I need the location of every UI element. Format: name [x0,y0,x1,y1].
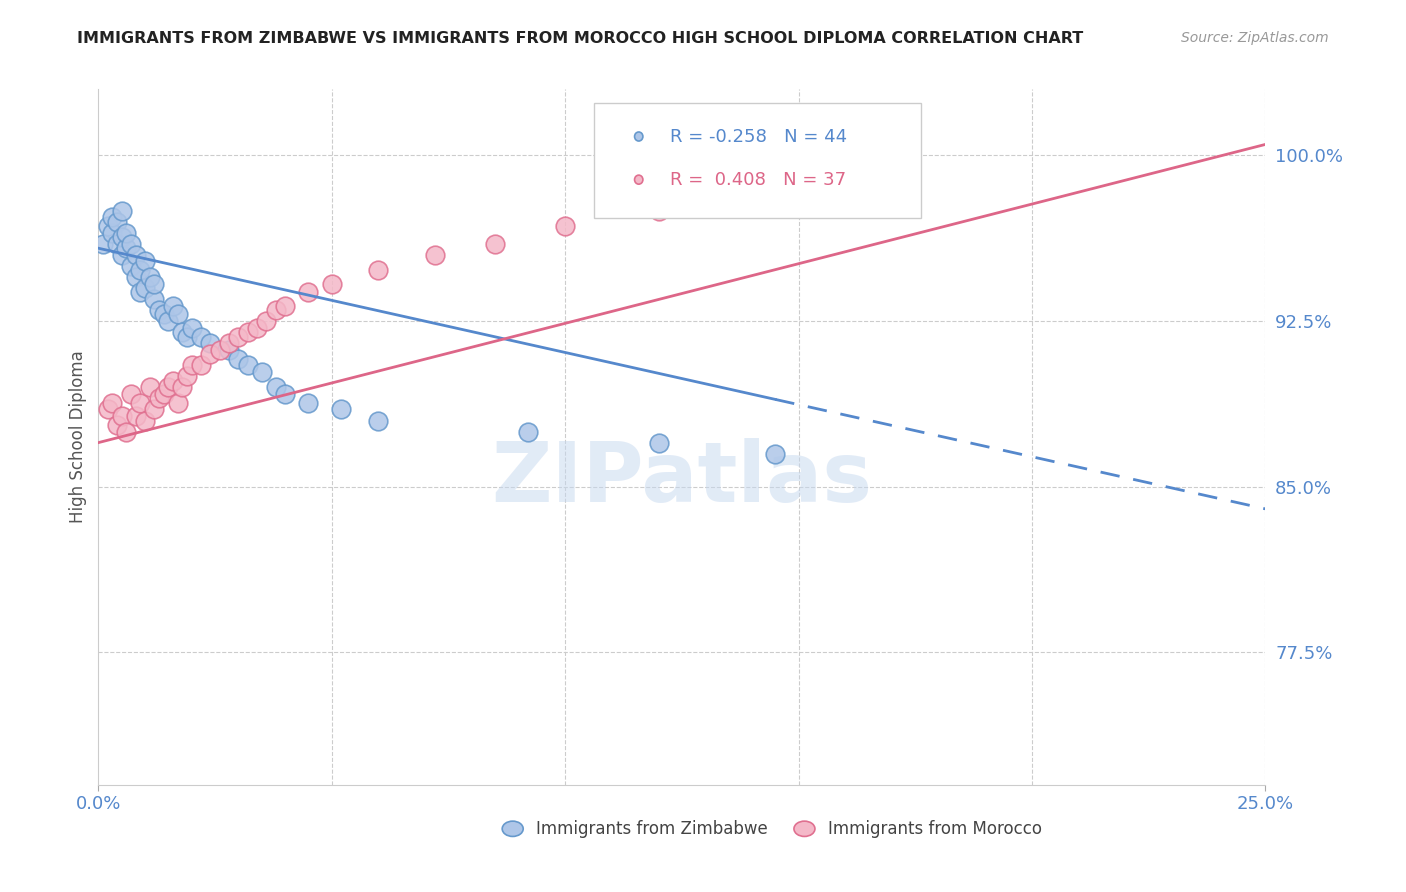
Point [162,374,184,388]
Point [274,299,297,313]
Point [228,329,250,343]
Point [115,425,138,439]
Point [236,325,259,339]
Point [264,380,287,394]
Point [111,230,134,244]
Point [162,299,184,313]
Point [200,336,222,351]
Point [152,308,174,322]
Point [423,248,446,262]
Point [297,396,319,410]
Point [120,259,142,273]
Point [157,314,180,328]
Point [111,409,134,423]
Point [134,413,156,427]
Ellipse shape [634,132,643,141]
Point [208,343,231,357]
Point [101,396,124,410]
Point [218,336,240,351]
Text: IMMIGRANTS FROM ZIMBABWE VS IMMIGRANTS FROM MOROCCO HIGH SCHOOL DIPLOMA CORRELAT: IMMIGRANTS FROM ZIMBABWE VS IMMIGRANTS F… [77,31,1084,46]
FancyBboxPatch shape [595,103,921,218]
Point [647,203,669,218]
Text: Immigrants from Zimbabwe: Immigrants from Zimbabwe [536,820,768,838]
Point [129,285,152,300]
Point [115,241,138,255]
Y-axis label: High School Diploma: High School Diploma [69,351,87,524]
Point [763,447,786,461]
Point [97,219,120,234]
Point [101,211,124,225]
Point [148,303,170,318]
Point [134,281,156,295]
Ellipse shape [634,175,643,184]
Point [274,387,297,401]
Point [143,402,166,417]
Point [256,314,278,328]
Point [125,248,148,262]
Point [105,215,128,229]
Point [166,308,188,322]
Point [105,417,128,432]
Point [111,203,134,218]
Point [218,343,240,357]
Point [129,396,152,410]
Point [176,369,198,384]
Point [180,320,202,334]
Point [297,285,319,300]
Point [172,380,194,394]
Point [484,236,506,251]
Point [152,387,174,401]
Point [647,435,669,450]
Text: R =  0.408   N = 37: R = 0.408 N = 37 [671,170,846,188]
Point [200,347,222,361]
Point [671,148,693,162]
Point [120,236,142,251]
Ellipse shape [502,822,523,837]
Point [176,329,198,343]
Point [111,248,134,262]
Point [264,303,287,318]
Point [228,351,250,366]
Text: Source: ZipAtlas.com: Source: ZipAtlas.com [1181,31,1329,45]
Point [125,269,148,284]
Text: ZIPatlas: ZIPatlas [492,438,872,519]
Point [105,236,128,251]
Point [139,269,162,284]
Point [134,254,156,268]
Point [97,402,120,417]
Point [236,359,259,373]
Point [250,365,273,379]
Point [367,263,389,277]
Point [180,359,202,373]
Point [190,359,212,373]
Text: R = -0.258   N = 44: R = -0.258 N = 44 [671,128,848,145]
Point [129,263,152,277]
Point [139,380,162,394]
Point [143,277,166,291]
Point [172,325,194,339]
Point [148,392,170,406]
Point [143,292,166,306]
Point [554,219,576,234]
Point [91,236,114,251]
Point [321,277,343,291]
Point [166,396,188,410]
Point [246,320,269,334]
Point [125,409,148,423]
Point [101,226,124,240]
Text: Immigrants from Morocco: Immigrants from Morocco [828,820,1042,838]
Point [516,425,538,439]
Point [330,402,353,417]
Point [115,226,138,240]
Point [367,413,389,427]
Point [120,387,142,401]
Point [157,380,180,394]
Point [190,329,212,343]
Ellipse shape [794,822,815,837]
